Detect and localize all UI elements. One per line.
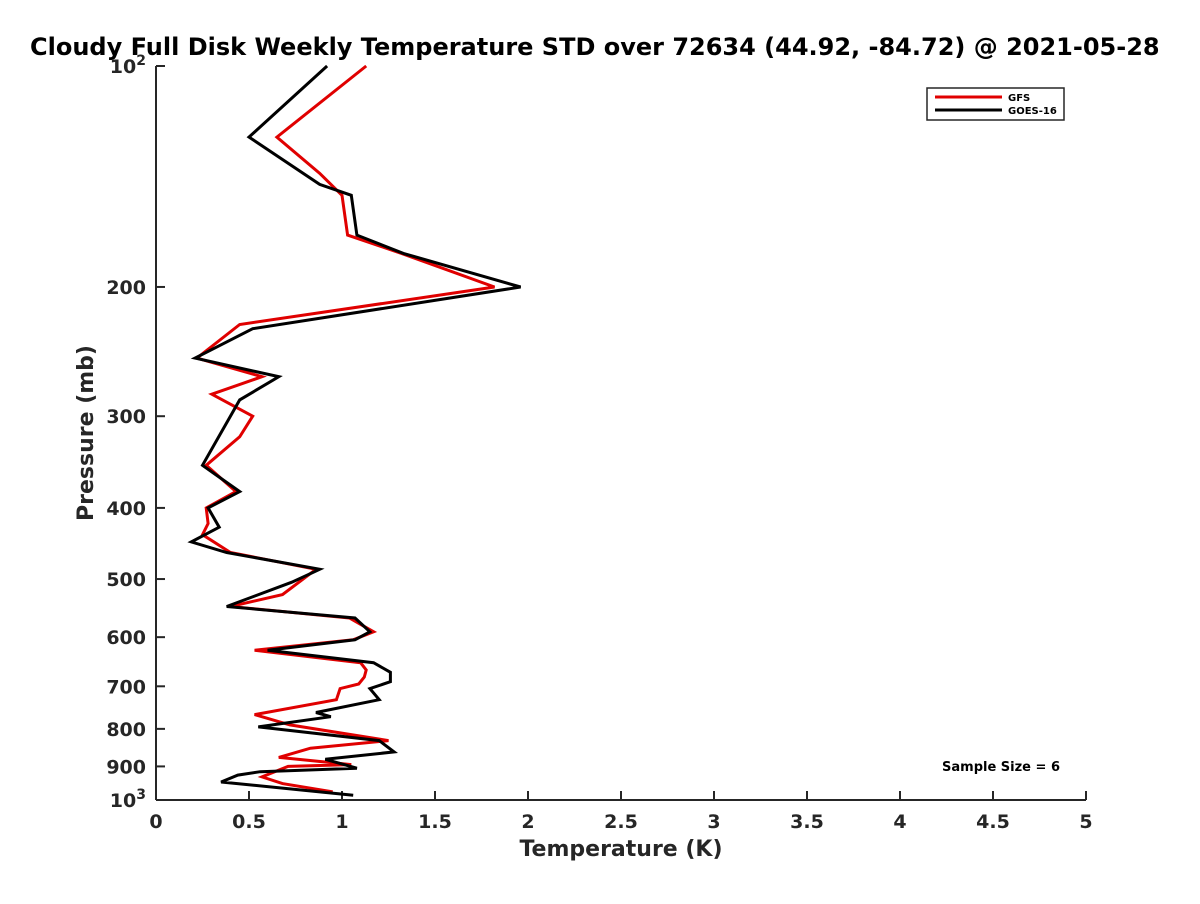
y-axis-label: Pressure (mb) bbox=[74, 345, 99, 521]
y-tick-label: 103 bbox=[110, 787, 146, 812]
legend-label: GOES-16 bbox=[1008, 106, 1057, 117]
y-tick-label: 800 bbox=[106, 719, 146, 741]
y-tick-label: 200 bbox=[106, 277, 146, 299]
x-tick-label: 5 bbox=[1079, 811, 1092, 833]
chart-title: Cloudy Full Disk Weekly Temperature STD … bbox=[30, 33, 1160, 61]
x-tick-label: 3 bbox=[707, 811, 720, 833]
y-tick-label: 900 bbox=[106, 756, 146, 778]
series-line-gfs bbox=[193, 64, 496, 794]
y-tick-label: 500 bbox=[106, 569, 146, 591]
series-group bbox=[187, 64, 522, 797]
y-tick-label: 102 bbox=[110, 53, 146, 78]
x-tick-label: 1 bbox=[335, 811, 348, 833]
x-tick-label: 1.5 bbox=[418, 811, 452, 833]
legend-box bbox=[926, 87, 1065, 121]
y-tick-label: 400 bbox=[106, 498, 146, 520]
x-tick-label: 4.5 bbox=[976, 811, 1010, 833]
x-axis-label: Temperature (K) bbox=[519, 837, 722, 862]
y-tick-label: 300 bbox=[106, 406, 146, 428]
x-tick-label: 0 bbox=[149, 811, 162, 833]
x-tick-label: 4 bbox=[893, 811, 906, 833]
y-tick-label: 700 bbox=[106, 676, 146, 698]
y-tick-label: 600 bbox=[106, 627, 146, 649]
y-tick-label-base: 10 bbox=[110, 790, 136, 812]
y-tick-label-exponent: 2 bbox=[136, 53, 146, 69]
x-axis-ticks: 0 0.5 1 1.5 2 2.5 3 3.5 4 4.5 5 bbox=[149, 791, 1093, 833]
x-tick-label: 3.5 bbox=[790, 811, 824, 833]
legend-entries: GFS GOES-16 bbox=[935, 93, 1057, 117]
x-tick-label: 2.5 bbox=[604, 811, 638, 833]
series-line-goes-16 bbox=[187, 64, 522, 797]
legend-label: GFS bbox=[1008, 93, 1030, 104]
sample-size-annotation: Sample Size = 6 bbox=[942, 760, 1060, 775]
y-tick-label-exponent: 3 bbox=[136, 787, 146, 803]
y-tick-label-base: 10 bbox=[110, 56, 136, 78]
legend: GFS GOES-16 bbox=[926, 87, 1065, 121]
x-tick-label: 0.5 bbox=[232, 811, 266, 833]
x-tick-label: 2 bbox=[521, 811, 534, 833]
plot-area: 0 0.5 1 1.5 2 2.5 3 3.5 4 4.5 5 102200300400500600… bbox=[106, 53, 1092, 833]
